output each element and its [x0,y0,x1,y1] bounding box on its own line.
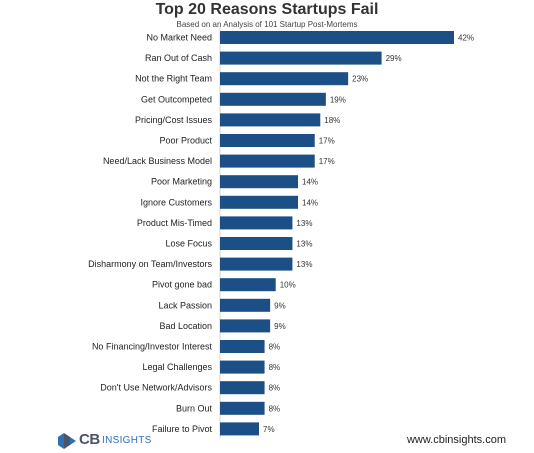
category-label-13: Lack Passion [158,300,212,310]
category-label-4: Pricing/Cost Issues [135,115,213,125]
bar-19 [220,422,259,436]
value-label-2: 23% [352,75,368,84]
bar-10 [220,237,293,250]
bar-1 [220,51,382,65]
bar-14 [220,319,271,333]
bar-18 [220,401,265,415]
logo-cb-text: CB [79,431,100,448]
bar-2 [220,72,349,86]
bar-13 [220,298,271,312]
category-label-2: Not the Right Team [135,74,212,84]
value-label-10: 13% [296,240,312,249]
value-label-4: 18% [324,116,340,125]
bar-7 [220,175,298,189]
category-label-8: Ignore Customers [140,197,212,207]
category-label-10: Lose Focus [165,239,212,249]
value-label-17: 8% [269,384,281,393]
value-label-7: 14% [302,178,318,187]
category-label-5: Poor Product [159,136,212,146]
value-label-0: 42% [458,34,474,43]
value-label-15: 8% [269,343,281,352]
value-label-14: 9% [274,322,286,331]
category-label-18: Burn Out [176,403,213,413]
value-label-8: 14% [302,198,318,207]
category-label-0: No Market Need [146,33,212,43]
category-label-17: Don't Use Network/Advisors [100,383,212,393]
bar-3 [220,92,326,106]
value-label-9: 13% [296,219,312,228]
bar-16 [220,360,265,374]
category-label-1: Ran Out of Cash [145,53,212,63]
cb-insights-logo-icon [58,433,76,449]
category-label-16: Legal Challenges [142,362,212,372]
bar-11 [220,257,293,271]
value-label-19: 7% [263,425,275,434]
value-label-6: 17% [319,157,335,166]
value-label-11: 13% [296,260,312,269]
category-label-12: Pivot gone bad [152,280,212,290]
value-label-5: 17% [319,137,335,146]
category-label-19: Failure to Pivot [152,424,213,434]
category-label-6: Need/Lack Business Model [103,156,212,166]
value-label-13: 9% [274,301,286,310]
logo-insights-text: INSIGHTS [102,435,152,446]
chart-subtitle: Based on an Analysis of 101 Startup Post… [176,20,358,29]
value-label-1: 29% [386,54,402,63]
bar-8 [220,195,298,209]
category-label-7: Poor Marketing [151,177,212,187]
chart-title: Top 20 Reasons Startups Fail [155,1,379,18]
category-label-15: No Financing/Investor Interest [92,342,213,352]
bar-15 [220,340,265,353]
value-label-12: 10% [280,281,296,290]
category-label-11: Disharmony on Team/Investors [88,259,212,269]
bar-12 [220,278,276,292]
bar-17 [220,381,265,395]
category-label-9: Product Mis-Timed [137,218,212,228]
bar-0 [220,31,454,44]
value-label-3: 19% [330,95,346,104]
bar-6 [220,154,315,168]
bar-9 [220,216,293,230]
category-label-3: Get Outcompeted [141,94,212,104]
value-label-16: 8% [269,363,281,372]
bar-4 [220,113,321,127]
category-label-14: Bad Location [159,321,212,331]
value-label-18: 8% [269,404,281,413]
bar-5 [220,134,315,147]
website-url: www.cbinsights.com [406,434,506,446]
